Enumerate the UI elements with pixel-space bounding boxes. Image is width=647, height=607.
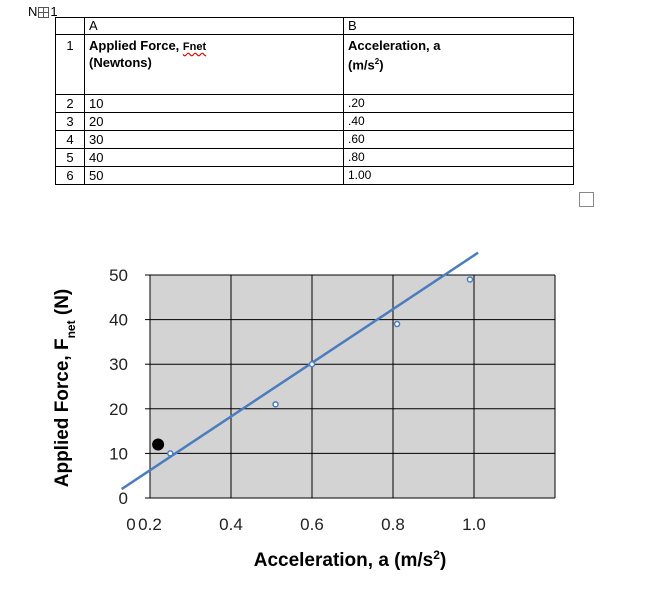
table-row: 6 50 1.00	[55, 166, 574, 185]
x-tick-label: 0	[126, 515, 135, 534]
plot-area	[150, 275, 555, 498]
header-force-fnet: Fnet	[182, 41, 207, 53]
header-force-unit: (Newtons)	[89, 55, 152, 70]
y-axis-title: Applied Force, Fnet (N)	[52, 289, 78, 488]
x-axis-title: Acceleration, a (m/s2)	[254, 548, 447, 571]
force-cell[interactable]: 50	[84, 166, 344, 185]
data-point	[308, 360, 316, 368]
y-tick-label: 20	[109, 400, 128, 419]
x-tick-label: 0.8	[381, 515, 405, 534]
data-table: A B 1 Applied Force, Fnet (Newtons) Acce…	[55, 17, 574, 185]
header-accel-unit: (m/s	[348, 57, 375, 73]
move-anchor-icon[interactable]	[38, 7, 50, 19]
trendline	[120, 251, 479, 491]
x-axis-title-text: Acceleration, a (m/s	[254, 550, 434, 571]
header-accel-text: Acceleration, a	[348, 38, 441, 53]
figure-label-prefix: N	[28, 4, 38, 19]
y-tick-label: 0	[119, 489, 128, 508]
y-tick-label: 10	[109, 444, 128, 463]
data-point	[393, 320, 401, 328]
x-tick-label: 0.6	[300, 515, 324, 534]
header-accel-cell[interactable]: Acceleration, a (m/s2)	[343, 34, 574, 95]
x-axis-title-close: )	[440, 550, 446, 571]
header-force-cell[interactable]: Applied Force, Fnet (Newtons)	[84, 34, 344, 95]
accel-cell[interactable]: 1.00	[343, 166, 574, 185]
y-axis-title-sub: net	[64, 320, 78, 338]
y-axis-title-close: (N)	[52, 289, 73, 321]
layout-options-checkbox[interactable]	[579, 192, 594, 207]
x-tick-label: 0.4	[219, 515, 243, 534]
y-tick-label: 30	[109, 355, 128, 374]
x-axis-title-exp: 2	[433, 548, 440, 562]
y-axis-title-text: Applied Force, F	[52, 338, 73, 487]
header-force-text: Applied Force,	[89, 38, 183, 53]
data-point	[167, 450, 174, 457]
highlight-point	[152, 438, 165, 451]
header-accel-exp: 2	[374, 57, 380, 66]
y-tick-label: 50	[109, 266, 128, 285]
header-accel-close: )	[379, 57, 384, 73]
data-point	[272, 401, 279, 408]
figure-label-suffix: 1	[50, 4, 58, 19]
x-tick-label: 1.0	[462, 515, 486, 534]
x-tick-label: 0.2	[138, 515, 162, 534]
data-point	[466, 276, 474, 283]
y-tick-label: 40	[109, 311, 128, 330]
